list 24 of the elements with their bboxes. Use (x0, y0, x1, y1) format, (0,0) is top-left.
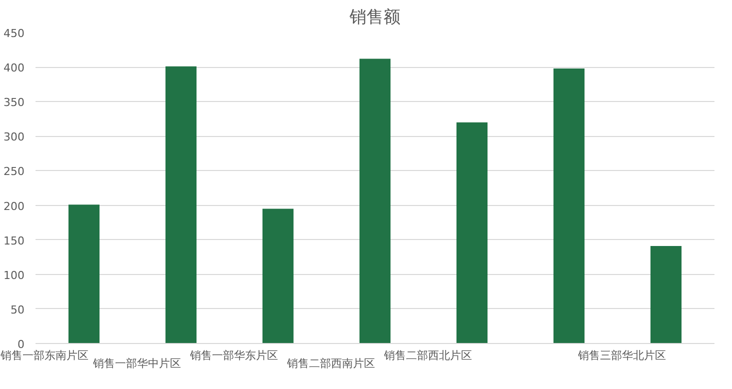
x-tick-label: 销售一部华东片区 (189, 349, 278, 362)
bar (650, 246, 682, 344)
x-tick-label: 销售二部西北片区 (383, 349, 472, 362)
bar (359, 58, 391, 344)
bar (165, 66, 197, 344)
y-tick-label: 300 (4, 130, 25, 144)
x-tick-label: 销售三部华北片区 (577, 349, 666, 362)
x-tick-label: 销售一部华中片区 (92, 356, 181, 370)
bar (456, 122, 488, 344)
bar (262, 208, 294, 344)
y-tick-label: 200 (4, 200, 25, 213)
bar (68, 204, 100, 344)
y-tick-label: 350 (4, 96, 25, 110)
y-tick-label: 250 (4, 165, 25, 178)
bar (553, 68, 585, 344)
y-tick-label: 0 (18, 338, 24, 351)
y-tick-label: 100 (4, 268, 25, 282)
y-tick-label: 150 (4, 234, 25, 248)
y-tick-label: 400 (4, 62, 25, 75)
chart-title: 销售额 (348, 8, 400, 28)
y-tick-label: 50 (10, 303, 25, 316)
x-tick-label: 销售一部东南片区 (0, 349, 88, 362)
y-tick-label: 450 (4, 27, 25, 40)
x-tick-label: 销售二部西南片区 (286, 356, 375, 370)
